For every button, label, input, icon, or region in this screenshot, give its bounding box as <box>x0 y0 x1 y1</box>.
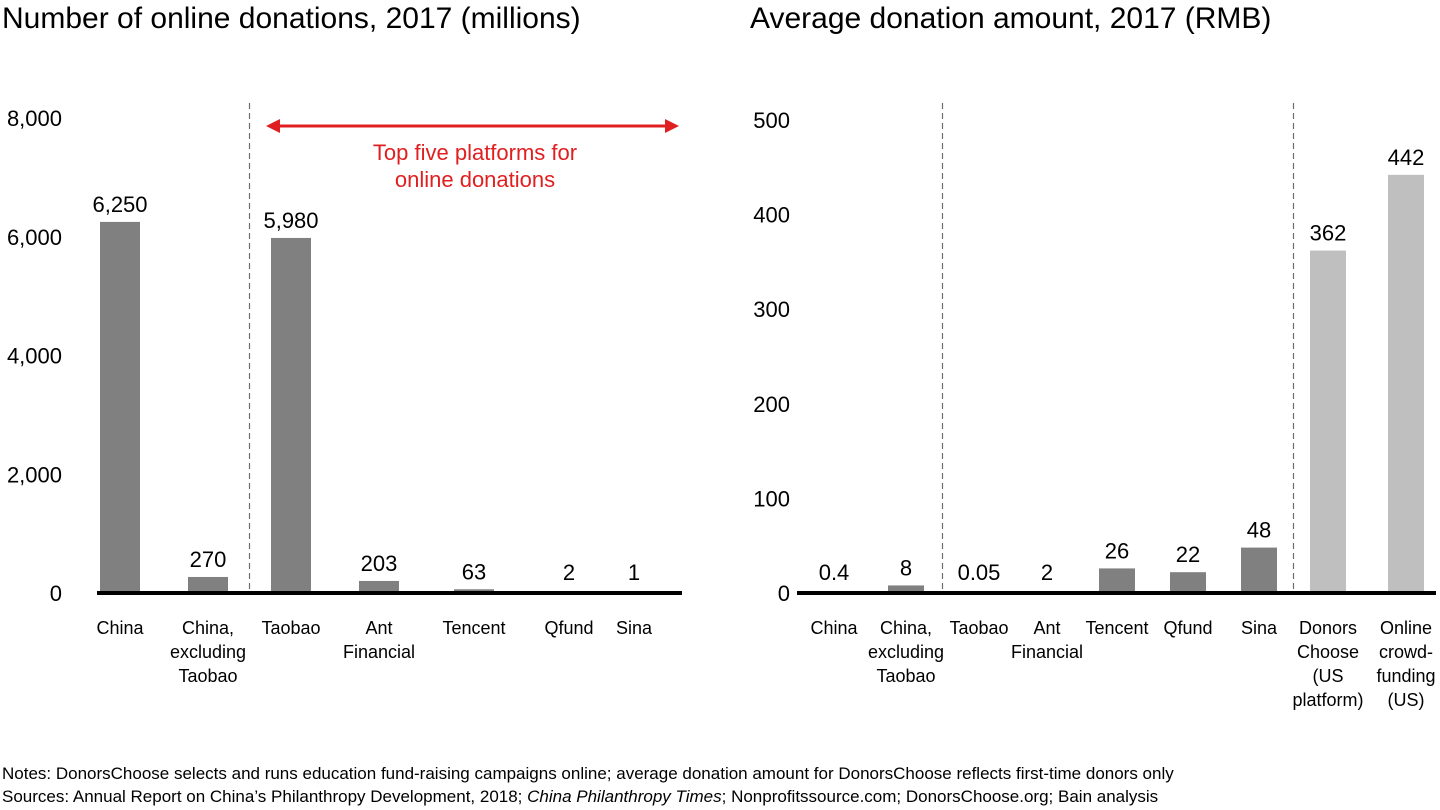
sources-text: Sources: Annual Report on China’s Philan… <box>2 787 1158 807</box>
y-tick-label: 0 <box>778 581 790 606</box>
category-label-line: Choose <box>1297 642 1359 662</box>
bar <box>1099 568 1135 593</box>
category-label-line: (US <box>1313 666 1344 686</box>
category-label-line: excluding <box>170 642 246 662</box>
y-tick-label: 0 <box>50 581 62 606</box>
y-tick-label: 300 <box>753 297 790 322</box>
category-label-line: Qfund <box>1163 618 1212 638</box>
category-label: Tencent <box>1085 618 1148 638</box>
category-label: Ant Financial <box>343 618 415 662</box>
category-label-line: China, <box>182 618 234 638</box>
value-label: 362 <box>1310 221 1347 246</box>
category-label-line: Ant <box>1033 618 1060 638</box>
right-chart: 0 100 200 300 400 500 0.4 8 0.05 2 26 22 48 362 442 Chi… <box>753 103 1436 710</box>
bar <box>1388 174 1424 594</box>
value-label: 22 <box>1176 542 1200 567</box>
y-tick-label: 100 <box>753 486 790 511</box>
sources-prefix: Sources: Annual Report on China’s Philan… <box>2 787 528 806</box>
category-label-line: Tencent <box>1085 618 1148 638</box>
value-label: 63 <box>462 559 486 584</box>
value-label: 270 <box>190 547 227 572</box>
category-label-line: Taobao <box>949 618 1008 638</box>
y-tick-label: 6,000 <box>7 225 62 250</box>
category-label: China <box>96 618 144 638</box>
value-label: 2 <box>1041 560 1053 585</box>
category-label: Online crowd-funding (US) <box>1376 618 1435 710</box>
value-label: 6,250 <box>92 192 147 217</box>
category-label-line: Tencent <box>442 618 505 638</box>
category-label-line: platform) <box>1292 690 1363 710</box>
y-tick-label: 400 <box>753 203 790 228</box>
bar <box>100 221 140 593</box>
category-label: Sina <box>616 618 653 638</box>
value-label: 8 <box>900 555 912 580</box>
category-label: Taobao <box>261 618 320 638</box>
category-label-line: China, <box>880 618 932 638</box>
bar <box>1310 250 1346 593</box>
value-label: 0.05 <box>958 560 1001 585</box>
value-label: 1 <box>628 560 640 585</box>
sources-suffix: ; Nonprofitssource.com; DonorsChoose.org… <box>721 787 1159 806</box>
category-label: China, excluding Taobao <box>170 618 246 686</box>
category-label: Taobao <box>949 618 1008 638</box>
y-tick-label: 4,000 <box>7 344 62 369</box>
value-label: 5,980 <box>263 208 318 233</box>
category-label-line: Online <box>1380 618 1432 638</box>
bar <box>359 580 399 593</box>
category-label-line: (US) <box>1388 690 1425 710</box>
annotation-text-line: Top five platforms for <box>373 140 577 165</box>
bar <box>271 237 311 593</box>
annotation-arrowhead-right <box>665 119 679 133</box>
value-label: 442 <box>1388 145 1425 170</box>
category-label: China <box>810 618 858 638</box>
value-label: 2 <box>563 560 575 585</box>
category-label-line: crowd- <box>1379 642 1433 662</box>
category-label: Donors Choose (US platform) <box>1292 618 1363 710</box>
category-label-line: Taobao <box>876 666 935 686</box>
category-label-line: funding <box>1376 666 1435 686</box>
left-chart: 0 2,000 4,000 6,000 8,000 6,250 270 5,980 203 63 2… <box>7 103 682 686</box>
bar <box>1241 547 1277 593</box>
category-label-line: Qfund <box>544 618 593 638</box>
category-label-line: Taobao <box>261 618 320 638</box>
y-tick-label: 2,000 <box>7 462 62 487</box>
category-label-line: Taobao <box>178 666 237 686</box>
y-tick-label: 200 <box>753 392 790 417</box>
category-label: Sina <box>1241 618 1278 638</box>
bar <box>188 576 228 593</box>
category-label-line: Ant <box>365 618 392 638</box>
left-chart-title: Number of online donations, 2017 (millio… <box>2 2 581 35</box>
category-label: Qfund <box>544 618 593 638</box>
y-tick-label: 500 <box>753 108 790 133</box>
category-label: Tencent <box>442 618 505 638</box>
annotation-text: Top five platforms for online donations <box>373 140 577 192</box>
category-label-line: Sina <box>1241 618 1278 638</box>
annotation-arrowhead-left <box>266 119 280 133</box>
category-label-line: excluding <box>868 642 944 662</box>
value-label: 203 <box>361 551 398 576</box>
annotation-text-line: online donations <box>395 167 555 192</box>
category-label-line: China <box>96 618 144 638</box>
category-label-line: Financial <box>343 642 415 662</box>
category-label: Qfund <box>1163 618 1212 638</box>
category-label-line: Sina <box>616 618 653 638</box>
category-label-line: Financial <box>1011 642 1083 662</box>
y-tick-label: 8,000 <box>7 106 62 131</box>
value-label: 26 <box>1105 538 1129 563</box>
category-label: Ant Financial <box>1011 618 1083 662</box>
sources-italic: China Philanthropy Times <box>527 787 722 806</box>
bar <box>1170 572 1206 593</box>
charts-canvas: 0 2,000 4,000 6,000 8,000 6,250 270 5,980 203 63 2… <box>7 103 1436 710</box>
notes-text: Notes: DonorsChoose selects and runs edu… <box>2 764 1174 783</box>
category-label: China, excluding Taobao <box>868 618 944 686</box>
value-label: 0.4 <box>819 560 850 585</box>
category-label-line: Donors <box>1299 618 1357 638</box>
category-label-line: China <box>810 618 858 638</box>
bar <box>888 585 924 593</box>
value-label: 48 <box>1247 518 1271 543</box>
right-chart-title: Average donation amount, 2017 (RMB) <box>750 2 1272 35</box>
